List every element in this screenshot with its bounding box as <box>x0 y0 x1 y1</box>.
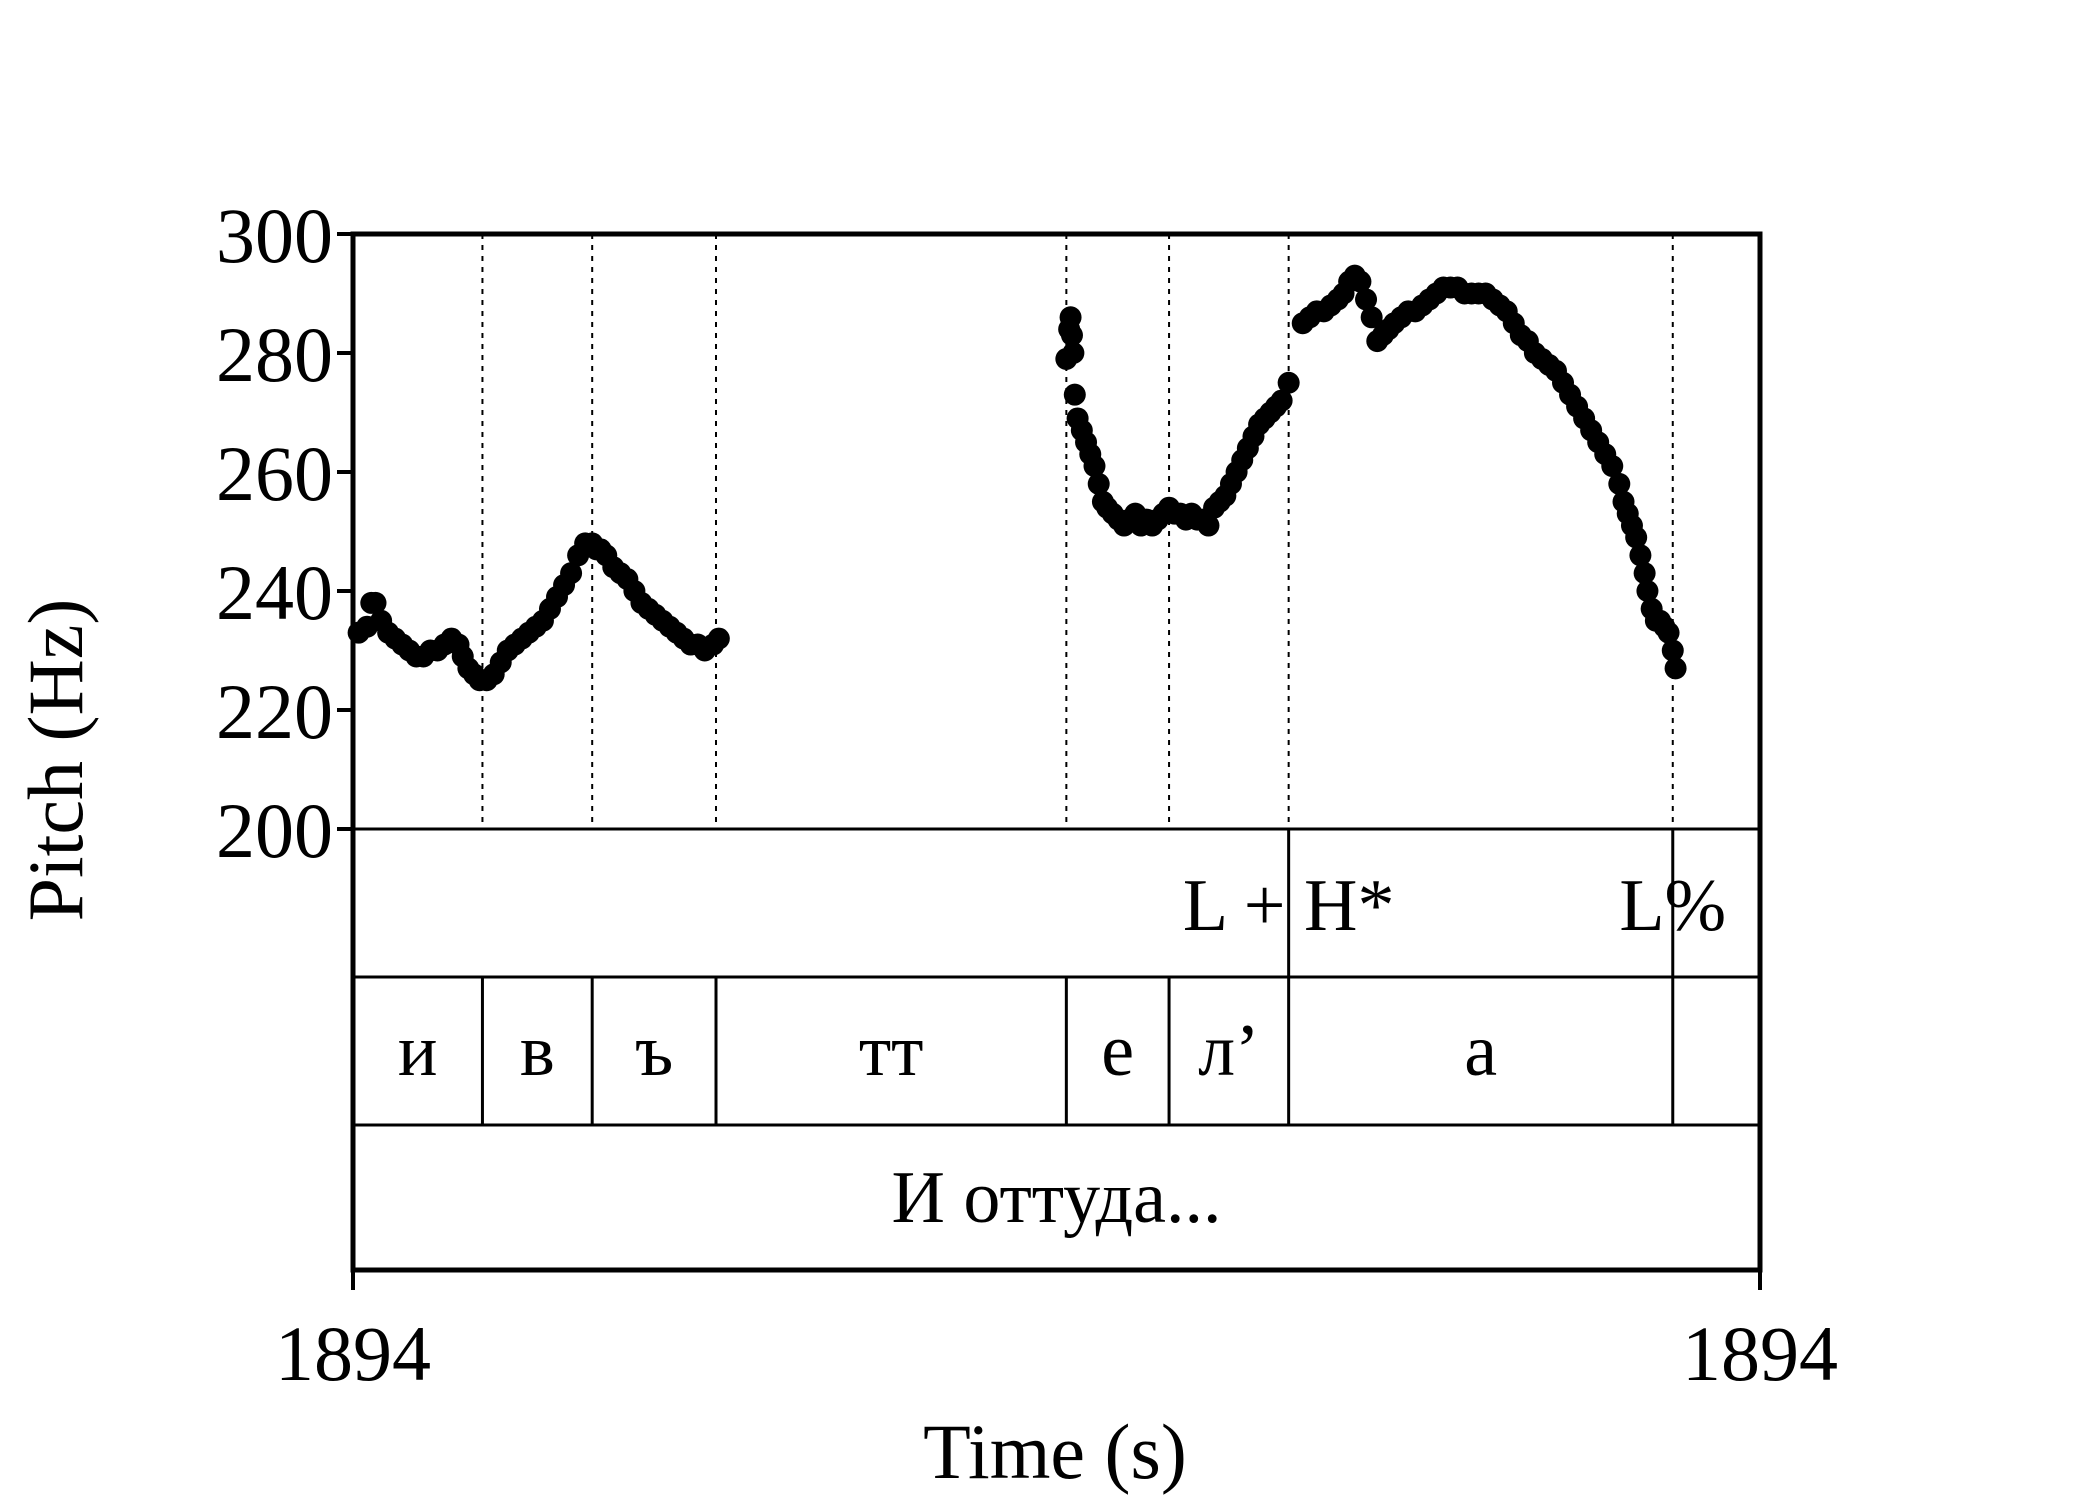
pitch-point <box>707 627 730 650</box>
pitch-point <box>1360 306 1383 329</box>
pitch-point <box>1661 639 1684 662</box>
pitch-point <box>1062 342 1085 364</box>
x-ticks <box>351 1270 1762 1290</box>
y-tick-label: 220 <box>216 668 333 755</box>
pitch-point <box>1060 324 1083 347</box>
pitch-point <box>1601 455 1624 478</box>
segment-label: ъ <box>635 1010 673 1092</box>
pitch-point <box>560 562 583 585</box>
segment-label: тт <box>859 1010 924 1092</box>
pitch-point <box>1625 526 1648 549</box>
x-axis-title: Time (s) <box>923 1408 1187 1495</box>
pitch-point <box>1277 371 1300 394</box>
y-tick-label: 200 <box>216 787 333 874</box>
pitch-point <box>1355 288 1378 311</box>
y-tick-labels: 300 280 260 240 220 200 <box>216 192 333 874</box>
pitch-point <box>1636 580 1659 602</box>
pitch-point <box>1059 306 1082 329</box>
y-tick-label: 300 <box>216 192 333 279</box>
segment-label: е <box>1101 1010 1134 1092</box>
pitch-point <box>1633 562 1656 585</box>
pitch-point <box>364 591 387 614</box>
pitch-point <box>1349 270 1372 293</box>
segment-label: в <box>520 1010 555 1092</box>
textgrid-tiers: L + H* L% и в ъ тт е л’ а И оттуда... <box>398 829 1726 1239</box>
y-tick-label: 240 <box>216 549 333 636</box>
tone-label: L% <box>1619 865 1726 947</box>
segment-label: а <box>1464 1010 1497 1092</box>
tone-label: L + H* <box>1183 865 1395 947</box>
pitch-point <box>1083 455 1106 478</box>
pitch-points <box>347 264 1687 692</box>
pitch-point <box>1608 472 1631 495</box>
x-tick-label-start: 1894 <box>275 1310 431 1397</box>
segment-label: и <box>398 1010 438 1092</box>
y-ticks <box>337 232 353 831</box>
pitch-point <box>1197 514 1220 537</box>
x-tick-label-end: 1894 <box>1682 1310 1838 1397</box>
y-tick-label: 280 <box>216 311 333 398</box>
word-label: И оттуда... <box>891 1157 1221 1239</box>
pitch-point <box>1629 544 1652 567</box>
pitch-point <box>1087 472 1110 495</box>
segment-label: л’ <box>1198 1010 1260 1092</box>
pitch-point <box>1664 657 1687 680</box>
y-tick-label: 260 <box>216 430 333 517</box>
plot-frame <box>350 231 1763 1273</box>
y-axis-title: Pitch (Hz) <box>12 599 99 922</box>
pitch-point <box>1270 389 1293 412</box>
pitch-point <box>1657 621 1680 644</box>
pitch-point <box>1063 383 1086 406</box>
